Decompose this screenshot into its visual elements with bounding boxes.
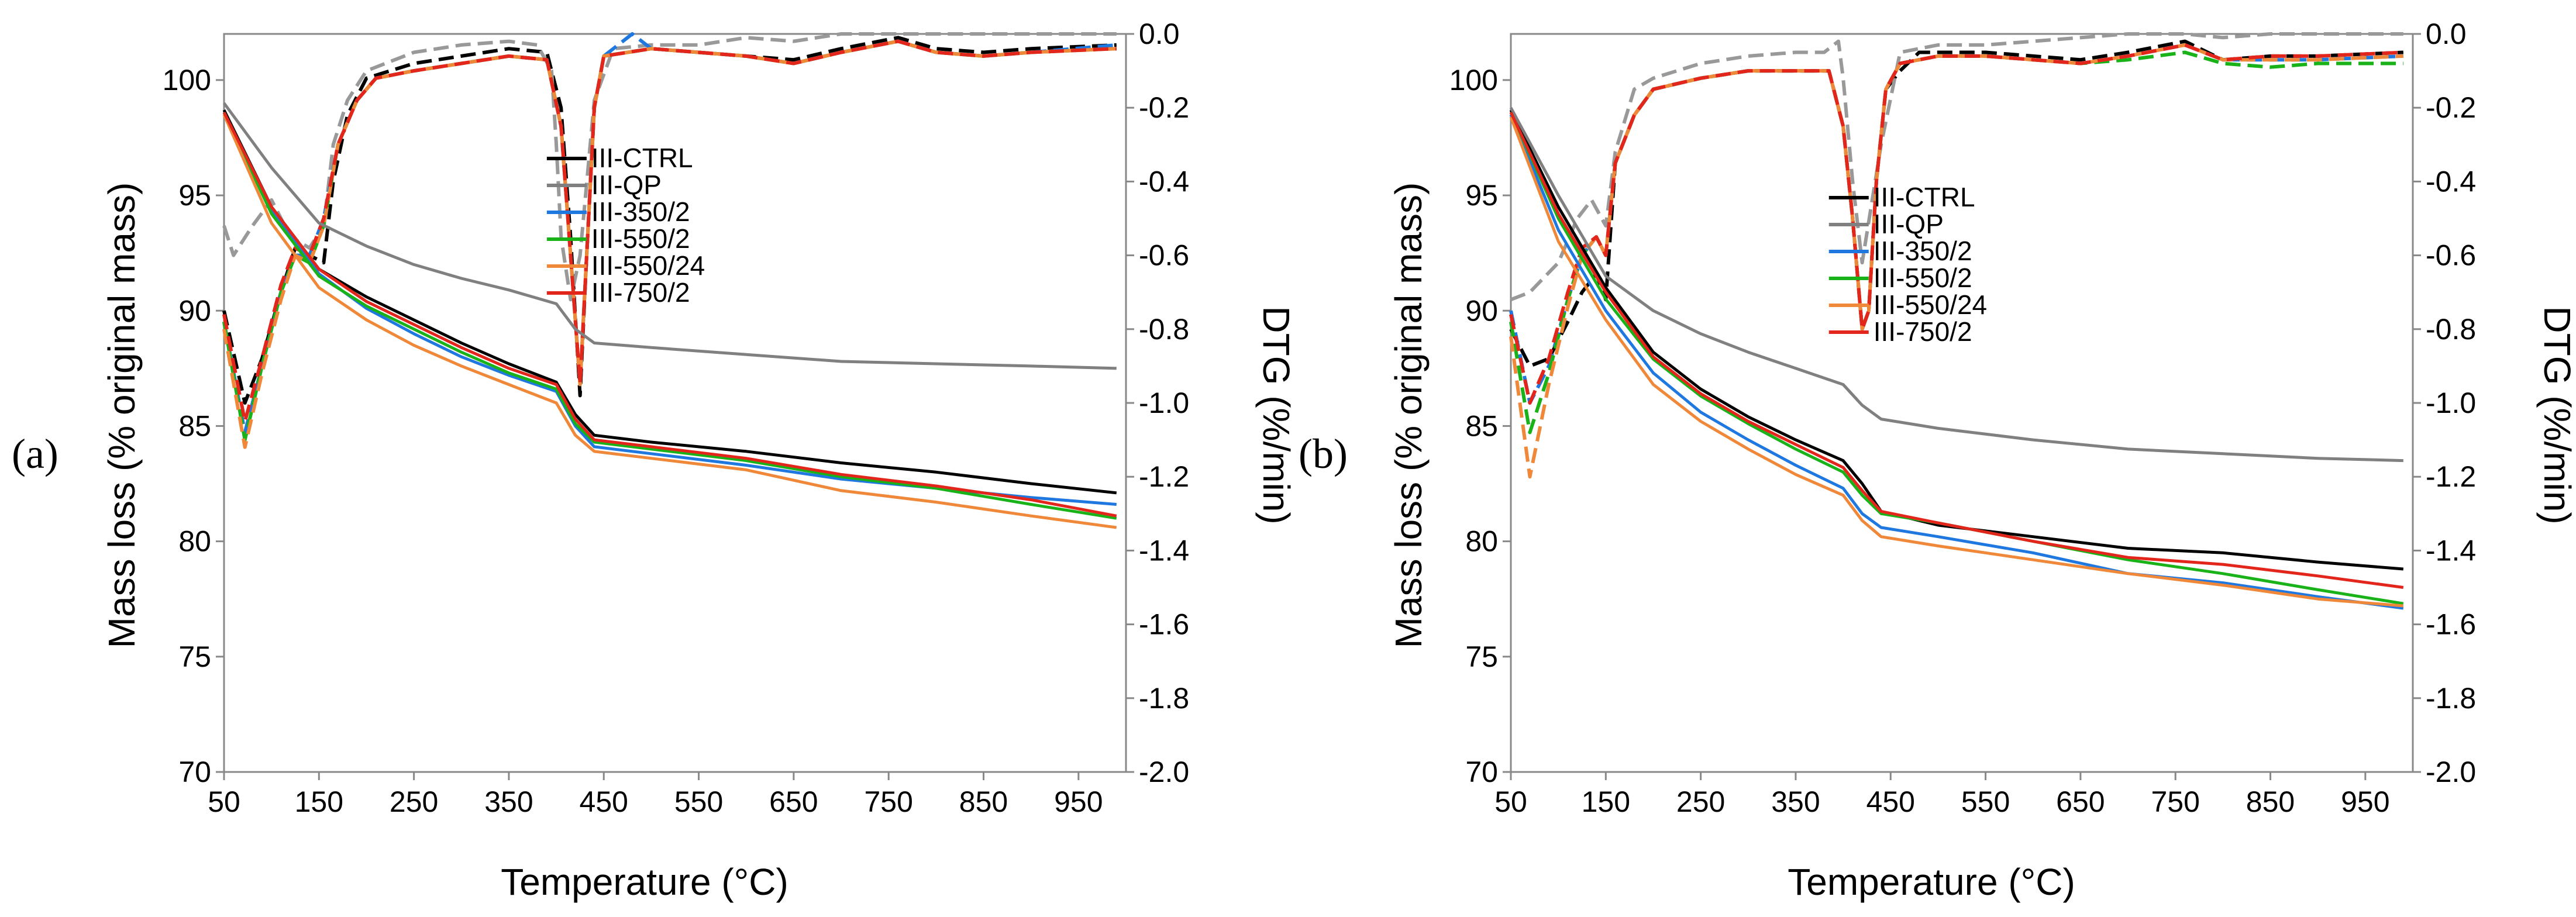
legend-entry: III-550/24 [591,250,705,281]
legend: III-CTRLIII-QPIII-350/2III-550/2III-550/… [546,143,705,308]
plot-frame [1510,33,2414,773]
x-tick-label: 350 [484,785,533,818]
series-line-iii-ctrl-mass [222,109,1117,495]
x-tick-label: 150 [295,785,343,818]
series-line-iii-750-2-mass [1509,112,2404,589]
x-tick-label: 550 [674,785,723,818]
legend-entry: III-750/2 [1874,316,1972,347]
series-line-iii-550-24-mass [222,113,1117,529]
y2-tick-label: -0.4 [2426,165,2476,198]
x-tick-label: 250 [390,785,438,818]
x-tick-label: 750 [2151,785,2199,818]
y2-tick-label: -0.2 [1139,91,1189,124]
y-tick-label: 75 [1465,640,1498,673]
x-tick-label: 650 [2056,785,2105,818]
x-tick-label: 950 [1054,785,1103,818]
y2-tick-label: -1.8 [2426,682,2476,715]
y-axis-label-dtg: DTG (%/min) [1255,306,1297,524]
y2-tick-label: 0.0 [1139,18,1180,50]
y2-tick-label: -1.0 [2426,387,2476,419]
y2-tick-label: -0.8 [2426,313,2476,346]
y-tick-label: 95 [178,179,211,212]
series-line-iii-750-2-mass [222,111,1117,518]
y-tick-label: 80 [178,525,211,558]
series-line-iii-qp-dtg [1510,32,2403,302]
series-line-iii-ctrl-mass [1509,109,2404,571]
x-tick-label: 850 [2246,785,2295,818]
y-tick-label: 90 [178,294,211,327]
y2-tick-label: -1.4 [1139,534,1189,567]
legend-entry: III-350/2 [1874,236,1972,266]
series-line-iii-550-2-mass [222,112,1117,520]
panel-label-a: (a) [12,430,58,477]
y-tick-label: 90 [1465,294,1498,327]
legend-entry: III-QP [1874,209,1944,239]
legend-entry: III-QP [591,170,662,200]
series-line-iii-qp-mass [222,102,1117,370]
y-axis-label-mass: Mass loss (% original mass) [1387,182,1430,649]
y-tick-label: 70 [178,756,211,788]
y2-tick-label: -1.0 [1139,387,1189,419]
panel-b: (b) Mass loss (% original mass) DTG (%/m… [1299,18,2576,903]
y2-tick-label: -1.6 [2426,608,2476,641]
x-tick-label: 350 [1771,785,1820,818]
y-tick-label: 100 [163,64,211,96]
y-tick-label: 100 [1449,64,1498,96]
x-tick-label: 50 [1494,785,1527,818]
y2-tick-label: -1.2 [2426,460,2476,493]
y-axis-label-mass: Mass loss (% original mass) [101,182,143,649]
y2-tick-label: -1.2 [1139,460,1189,493]
series-line-iii-750-2-dtg [1509,43,2403,405]
y-tick-label: 70 [1465,756,1498,788]
y-tick-label: 85 [1465,409,1498,442]
legend-entry: III-350/2 [591,196,690,227]
y-axis-label-dtg: DTG (%/min) [2536,306,2576,524]
x-tick-label: 650 [769,785,818,818]
x-tick-label: 250 [1676,785,1725,818]
y2-tick-label: 0.0 [2426,18,2467,50]
y-tick-label: 75 [178,640,211,673]
x-tick-label: 450 [1866,785,1915,818]
legend-entry: III-750/2 [591,277,690,308]
legend-entry: III-CTRL [591,143,693,173]
y2-tick-label: -1.4 [2426,534,2476,567]
x-tick-label: 550 [1961,785,2010,818]
series-line-iii-550-2-mass [1509,112,2404,605]
x-tick-label: 950 [2341,785,2389,818]
panel-label-b: (b) [1299,430,1348,477]
legend-entry: III-CTRL [1874,182,1975,212]
y2-tick-label: -0.6 [1139,239,1189,272]
series-line-iii-550-24-mass [1509,116,2404,608]
y-tick-label: 85 [178,409,211,442]
y-tick-label: 95 [1465,179,1498,212]
legend-entry: III-550/24 [1874,289,1987,320]
y2-tick-label: -1.8 [1139,682,1189,715]
x-axis-label: Temperature (°C) [501,861,788,903]
series-line-iii-qp-dtg [222,32,1117,302]
y-tick-label: 80 [1465,525,1498,558]
x-tick-label: 750 [864,785,912,818]
y2-tick-label: -0.2 [2426,91,2476,124]
x-axis-label: Temperature (°C) [1788,861,2075,903]
x-tick-label: 850 [959,785,1008,818]
y2-tick-label: -0.8 [1139,313,1189,346]
x-tick-label: 150 [1582,785,1630,818]
legend: III-CTRLIII-QPIII-350/2III-550/2III-550/… [1828,182,1987,347]
legend-entry: III-550/2 [1874,263,1972,293]
y2-tick-label: -2.0 [2426,756,2476,788]
panel-a: (a) Mass loss (% original mass) DTG (%/m… [12,18,1297,903]
y2-tick-label: -2.0 [1139,756,1189,788]
y2-tick-label: -1.6 [1139,608,1189,641]
x-tick-label: 450 [580,785,628,818]
series-line-iii-qp-mass [1509,107,2403,463]
x-tick-label: 50 [208,785,240,818]
legend-entry: III-550/2 [591,223,690,254]
y2-tick-label: -0.4 [1139,165,1189,198]
y2-tick-label: -0.6 [2426,239,2476,272]
